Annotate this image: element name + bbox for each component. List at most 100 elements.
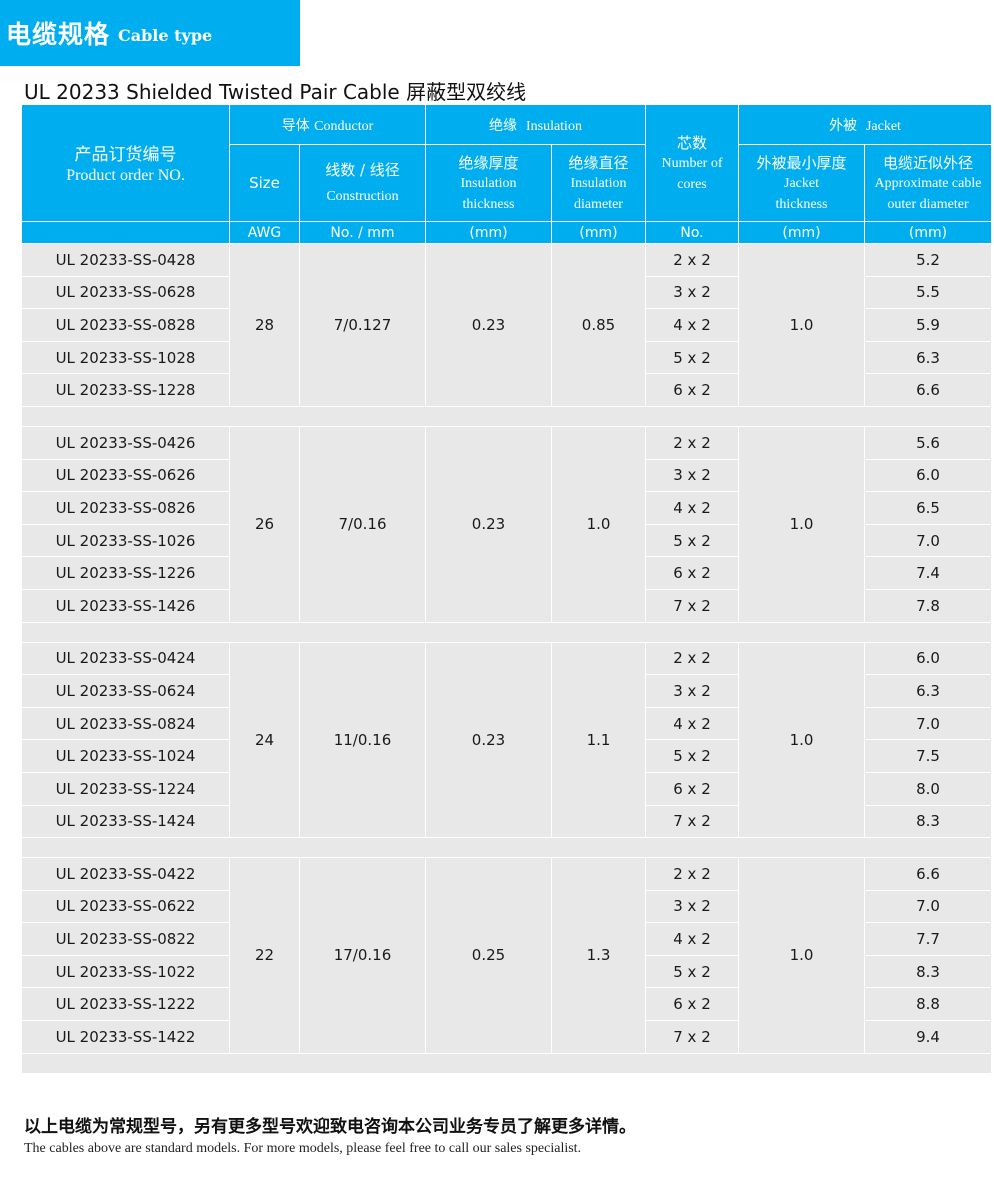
- number-of-cores: 4 x 2: [645, 706, 739, 741]
- header-cores: 芯数 Number of cores: [645, 104, 739, 222]
- spec-table-body: UL 20233-SS-0428 28 7/0.127 0.23 0.85 2 x 2 1.…: [20, 243, 993, 1074]
- header-cores-en-1: Number of: [661, 155, 723, 171]
- product-order-no: UL 20233-SS-1028: [21, 340, 230, 375]
- group-separator: [20, 621, 993, 643]
- header-insulation-thickness: 绝缘厚度 Insulation thickness: [425, 144, 552, 222]
- outer-diameter: 6.0: [863, 458, 993, 493]
- banner-title-en: Cable type: [118, 25, 213, 45]
- insulation-thickness: 0.23: [425, 641, 552, 839]
- product-order-no: UL 20233-SS-0426: [21, 425, 230, 460]
- outer-diameter: 7.5: [863, 739, 993, 773]
- product-order-no: UL 20233-SS-1422: [21, 1020, 230, 1054]
- outer-diameter: 7.0: [863, 706, 993, 741]
- number-of-cores: 5 x 2: [645, 340, 739, 375]
- outer-diameter: 5.2: [863, 243, 993, 277]
- header-od-zh: 电缆近似外径: [883, 153, 974, 172]
- header-ins-thick-en-1: Insulation: [460, 175, 517, 191]
- awg-size: 22: [229, 857, 300, 1054]
- header-jacket-group: 外被 Jacket: [737, 104, 993, 145]
- product-order-no: UL 20233-SS-0824: [21, 706, 230, 741]
- header-insulation-group: 绝缘 Insulation: [425, 104, 646, 145]
- number-of-cores: 3 x 2: [645, 674, 739, 708]
- table-row: UL 20233-SS-0826 4 x 2 6.5: [21, 491, 993, 525]
- number-of-cores: 6 x 2: [645, 556, 739, 590]
- header-unit-awg: AWG: [229, 221, 300, 244]
- header-ins-dia-en-1: Insulation: [570, 175, 627, 191]
- header-unit-cores: No.: [645, 221, 739, 244]
- header-jacket-thickness: 外被最小厚度 Jacket thickness: [738, 144, 865, 222]
- table-row: UL 20233-SS-1426 7 x 2 7.8: [21, 588, 993, 623]
- group-separator: [20, 837, 993, 859]
- number-of-cores: 3 x 2: [645, 275, 739, 310]
- number-of-cores: 5 x 2: [645, 954, 739, 989]
- group-separator: [20, 405, 993, 427]
- number-of-cores: 5 x 2: [645, 739, 739, 773]
- product-order-no: UL 20233-SS-0626: [21, 458, 230, 493]
- spec-table: 产品订货编号 Product order NO. 导体 Conductor 绝缘…: [20, 104, 993, 1074]
- number-of-cores: 5 x 2: [645, 523, 739, 558]
- header-construction-zh: 线数 / 线径: [325, 161, 400, 179]
- number-of-cores: 4 x 2: [645, 491, 739, 525]
- product-order-no: UL 20233-SS-0826: [21, 491, 230, 525]
- header-unit-ins-thick: (mm): [425, 221, 552, 244]
- insulation-thickness: 0.23: [425, 243, 552, 407]
- outer-diameter: 7.8: [863, 588, 993, 623]
- number-of-cores: 2 x 2: [645, 243, 739, 277]
- header-conductor-zh: 导体: [281, 117, 310, 134]
- insulation-diameter: 0.85: [551, 243, 646, 407]
- table-row: UL 20233-SS-0424 24 11/0.16 0.23 1.1 2 x 2 1.0…: [21, 641, 993, 839]
- table-row: UL 20233-SS-1224 6 x 2 8.0: [21, 771, 993, 806]
- number-of-cores: 4 x 2: [645, 922, 739, 956]
- number-of-cores: 7 x 2: [645, 804, 739, 839]
- number-of-cores: 4 x 2: [645, 308, 739, 342]
- jacket-thickness: 1.0: [738, 243, 865, 407]
- group-separator-cell: [20, 837, 993, 859]
- outer-diameter: 6.6: [863, 857, 993, 891]
- construction: 17/0.16: [299, 857, 426, 1054]
- banner-title-zh: 电缆规格: [6, 20, 111, 49]
- outer-diameter: 6.6: [863, 373, 993, 407]
- section-banner: 电缆规格 Cable type: [0, 0, 300, 66]
- header-jacket-thick-zh: 外被最小厚度: [756, 153, 847, 172]
- outer-diameter: 7.7: [863, 922, 993, 956]
- outer-diameter: 8.8: [863, 987, 993, 1022]
- table-row: UL 20233-SS-1222 6 x 2 8.8: [21, 987, 993, 1022]
- table-row: UL 20233-SS-0824 4 x 2 7.0: [21, 706, 993, 741]
- product-order-no: UL 20233-SS-1026: [21, 523, 230, 558]
- number-of-cores: 7 x 2: [645, 1020, 739, 1054]
- construction: 7/0.127: [299, 243, 426, 407]
- outer-diameter: 5.9: [863, 308, 993, 342]
- product-order-no: UL 20233-SS-0424: [21, 641, 230, 676]
- header-unit-ins-dia: (mm): [551, 221, 646, 244]
- insulation-diameter: 1.0: [551, 425, 646, 623]
- outer-diameter: 7.4: [863, 556, 993, 590]
- header-size-label: Size: [249, 174, 280, 192]
- header-insulation-zh: 绝缘: [489, 117, 518, 134]
- number-of-cores: 6 x 2: [645, 373, 739, 407]
- number-of-cores: 2 x 2: [645, 641, 739, 676]
- header-ins-thick-en-2: thickness: [462, 196, 515, 212]
- table-row: UL 20233-SS-0828 4 x 2 5.9: [21, 308, 993, 342]
- awg-size: 28: [229, 243, 300, 407]
- number-of-cores: 2 x 2: [645, 857, 739, 891]
- outer-diameter: 5.5: [863, 275, 993, 310]
- product-order-no: UL 20233-SS-0624: [21, 674, 230, 708]
- product-order-no: UL 20233-SS-1426: [21, 588, 230, 623]
- header-conductor-en: Conductor: [314, 118, 374, 134]
- footer-note-en: The cables above are standard models. Fo…: [24, 1141, 582, 1156]
- product-order-no: UL 20233-SS-1022: [21, 954, 230, 989]
- product-order-no: UL 20233-SS-1024: [21, 739, 230, 773]
- header-insulation-diameter: 绝缘直径 Insulation diameter: [551, 144, 646, 222]
- insulation-diameter: 1.1: [551, 641, 646, 839]
- outer-diameter: 6.3: [863, 340, 993, 375]
- table-row: UL 20233-SS-1424 7 x 2 8.3: [21, 804, 993, 839]
- header-product-en: Product order NO.: [66, 167, 185, 184]
- header-od-en-2: outer diameter: [887, 196, 969, 212]
- header-jacket-thick-en-2: thickness: [775, 196, 828, 212]
- outer-diameter: 8.3: [863, 804, 993, 839]
- table-row: UL 20233-SS-1228 6 x 2 6.6: [21, 373, 993, 407]
- header-outer-diameter: 电缆近似外径 Approximate cable outer diameter: [863, 144, 993, 222]
- product-order-no: UL 20233-SS-1424: [21, 804, 230, 839]
- product-order-no: UL 20233-SS-1226: [21, 556, 230, 590]
- header-unit-jacket-thick: (mm): [738, 221, 865, 244]
